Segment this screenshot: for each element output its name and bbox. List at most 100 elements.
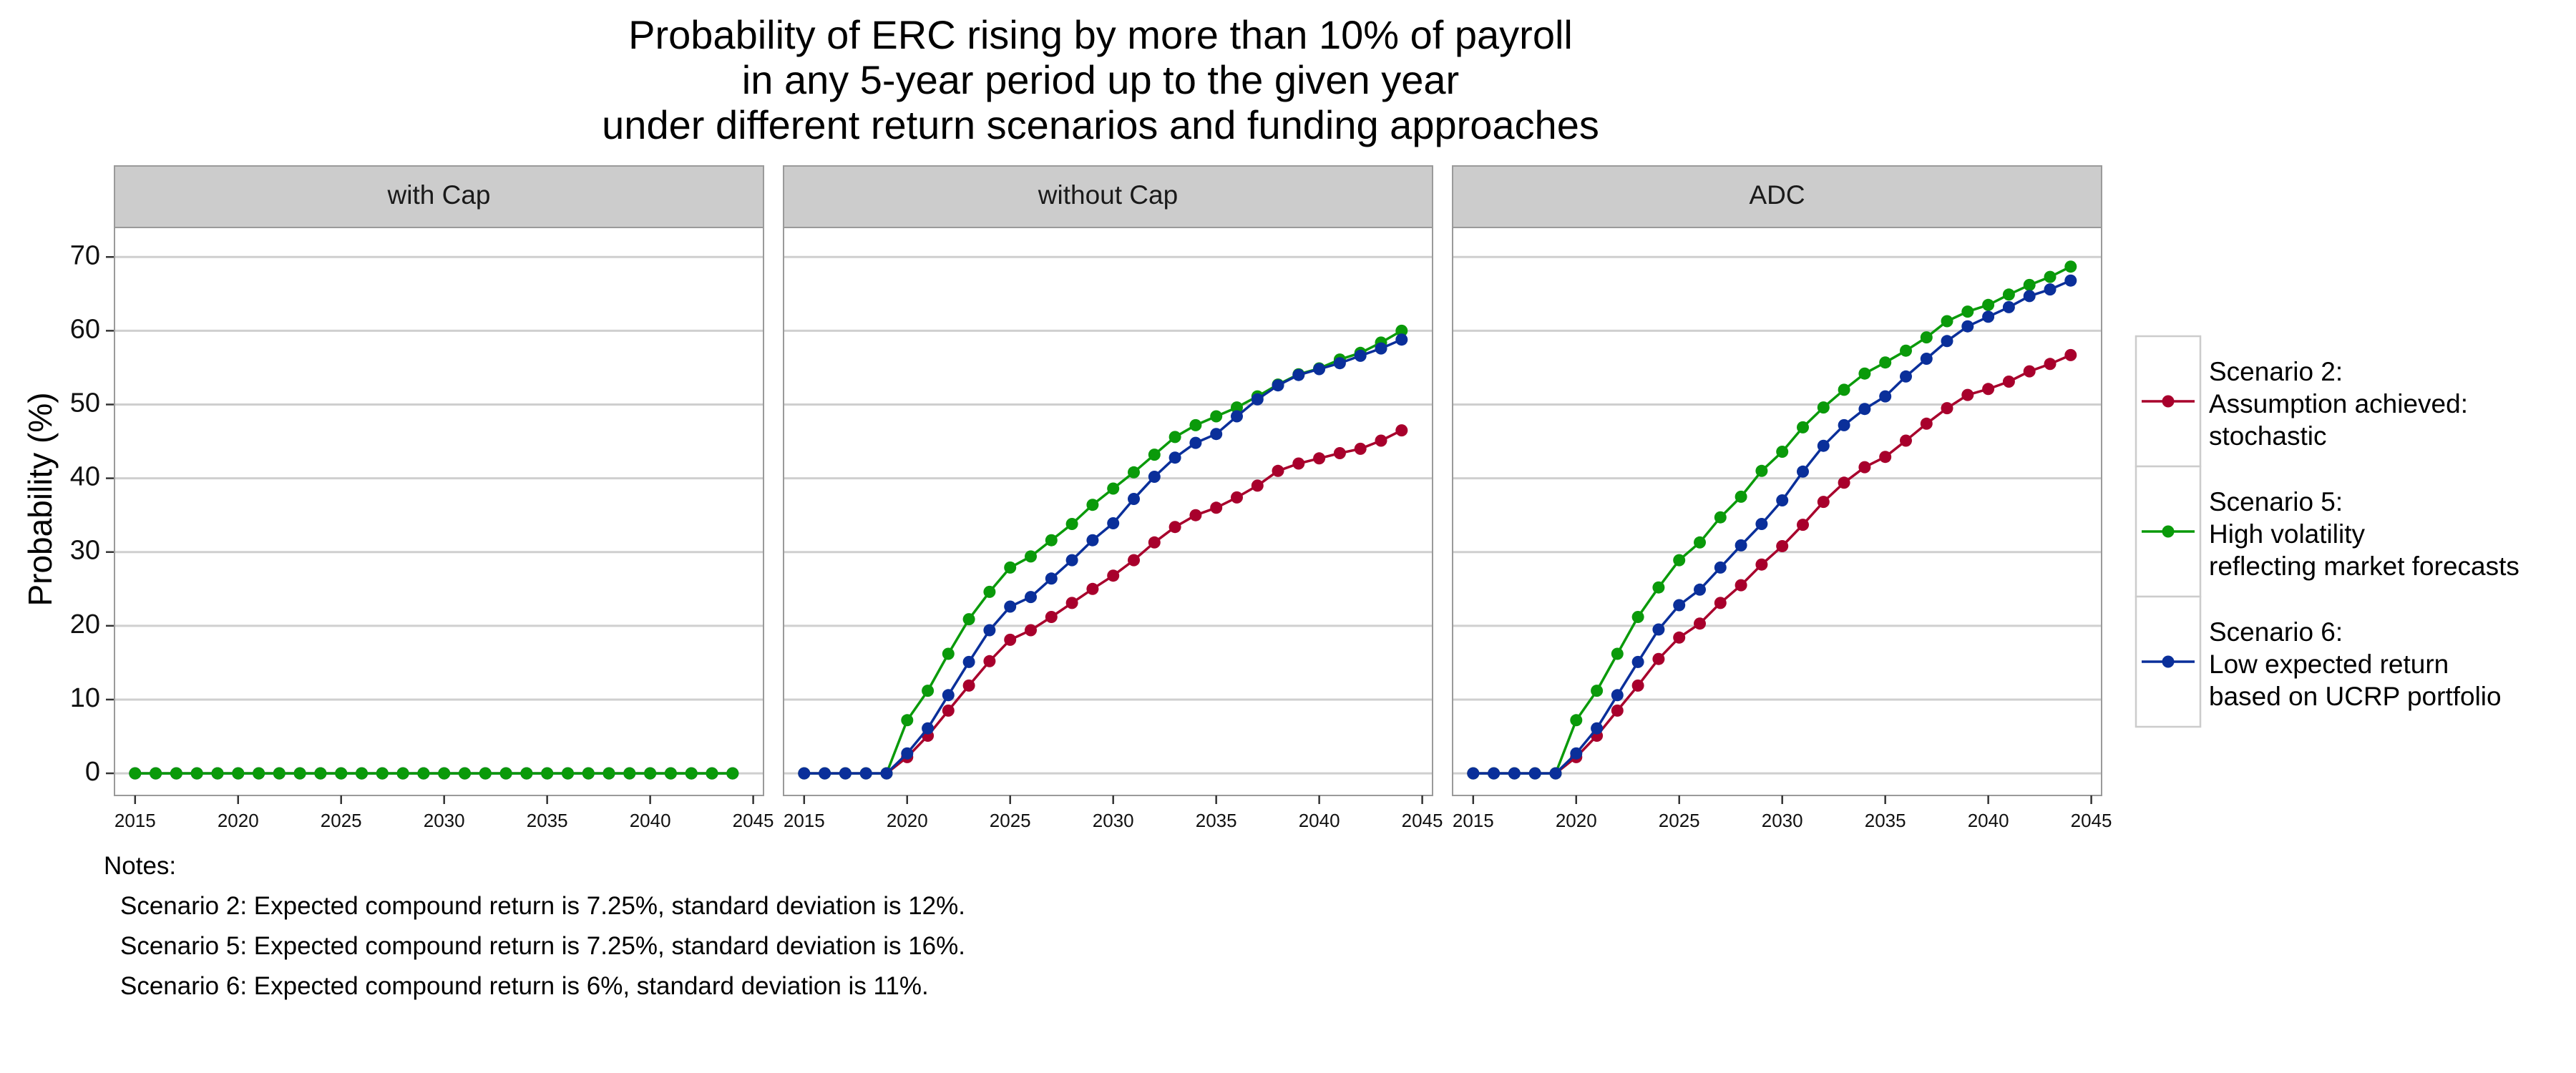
data-point	[1961, 388, 1974, 401]
legend-marker	[2162, 655, 2175, 668]
data-point	[1354, 442, 1367, 455]
data-point	[1961, 305, 1974, 318]
data-point	[273, 767, 286, 780]
data-point	[1817, 401, 1830, 414]
data-point	[1776, 446, 1789, 458]
data-point	[1591, 722, 1604, 735]
data-point	[1128, 466, 1140, 479]
x-tick-label: 2045	[2071, 810, 2112, 831]
data-point	[150, 767, 162, 780]
x-tick-label: 2040	[1299, 810, 1340, 831]
data-point	[2044, 358, 2057, 371]
data-point	[685, 767, 698, 780]
data-point	[2044, 270, 2057, 283]
data-point	[983, 585, 996, 598]
data-point	[1673, 599, 1686, 612]
data-point	[1395, 424, 1408, 437]
y-tick-label: 30	[70, 536, 100, 566]
data-point	[839, 767, 852, 780]
data-point	[983, 624, 996, 637]
data-point	[1004, 600, 1017, 613]
facet-strip-label: with Cap	[387, 180, 491, 210]
data-point	[314, 767, 327, 780]
y-tick-label: 40	[70, 462, 100, 492]
data-point	[1231, 491, 1243, 504]
data-point	[479, 767, 492, 780]
note-line: Scenario 6: Expected compound return is …	[120, 972, 929, 1000]
data-point	[1838, 418, 1850, 431]
data-point	[1148, 536, 1161, 549]
data-point	[798, 767, 811, 780]
data-point	[1920, 331, 1933, 344]
data-point	[1900, 370, 1912, 383]
data-point	[962, 655, 975, 668]
data-point	[459, 767, 471, 780]
data-point	[376, 767, 389, 780]
data-point	[1375, 434, 1387, 447]
legend-label: Scenario 5:	[2209, 487, 2343, 516]
data-point	[1755, 558, 1768, 571]
data-point	[1694, 617, 1706, 630]
data-point	[1251, 393, 1264, 406]
data-point	[1817, 496, 1830, 509]
data-point	[1395, 333, 1408, 346]
data-point	[2023, 278, 2036, 291]
data-point	[1107, 569, 1120, 582]
legend-label: Scenario 6:	[2209, 617, 2343, 647]
data-point	[726, 767, 739, 780]
x-tick-label: 2015	[784, 810, 825, 831]
data-point	[1065, 518, 1078, 530]
data-point	[1673, 631, 1686, 644]
x-tick-label: 2015	[114, 810, 156, 831]
data-point	[1333, 357, 1346, 370]
data-point	[1107, 482, 1120, 495]
data-point	[1591, 685, 1604, 697]
data-point	[1025, 550, 1037, 563]
data-point	[2023, 290, 2036, 303]
data-point	[1128, 493, 1140, 505]
x-tick-label: 2040	[630, 810, 671, 831]
data-point	[1838, 476, 1850, 489]
data-point	[356, 767, 368, 780]
data-point	[335, 767, 348, 780]
data-point	[1900, 434, 1912, 447]
data-point	[1570, 714, 1583, 727]
title-line-3: under different return scenarios and fun…	[602, 102, 1599, 147]
data-point	[1065, 554, 1078, 567]
data-point	[1941, 335, 1953, 348]
data-point	[644, 767, 657, 780]
x-tick-label: 2020	[1556, 810, 1597, 831]
data-point	[1528, 767, 1541, 780]
data-point	[170, 767, 182, 780]
data-point	[1776, 540, 1789, 552]
data-point	[1797, 421, 1809, 433]
x-tick-label: 2045	[1402, 810, 1443, 831]
data-point	[1879, 356, 1892, 369]
data-point	[1797, 519, 1809, 531]
data-point	[1148, 471, 1161, 483]
data-point	[520, 767, 533, 780]
data-point	[1045, 572, 1058, 585]
data-point	[962, 613, 975, 626]
legend-label: stochastic	[2209, 421, 2327, 451]
data-point	[1941, 402, 1953, 415]
legend: Scenario 2: Assumption achieved: stochasti…	[2135, 335, 2519, 728]
facet-strip-label: without Cap	[1038, 180, 1178, 210]
notes-heading: Notes:	[104, 852, 176, 880]
legend-label: based on UCRP portfolio	[2209, 682, 2502, 711]
data-point	[1858, 403, 1871, 416]
data-point	[1673, 554, 1686, 567]
x-tick-label: 2035	[1865, 810, 1906, 831]
data-point	[1488, 767, 1501, 780]
data-point	[1631, 611, 1644, 623]
data-point	[2064, 260, 2077, 273]
data-point	[1210, 428, 1223, 441]
data-point	[901, 714, 914, 727]
data-point	[922, 722, 935, 735]
data-point	[880, 767, 893, 780]
data-point	[1086, 534, 1099, 547]
data-point	[1189, 509, 1202, 521]
x-tick-label: 2025	[321, 810, 362, 831]
data-point	[417, 767, 430, 780]
